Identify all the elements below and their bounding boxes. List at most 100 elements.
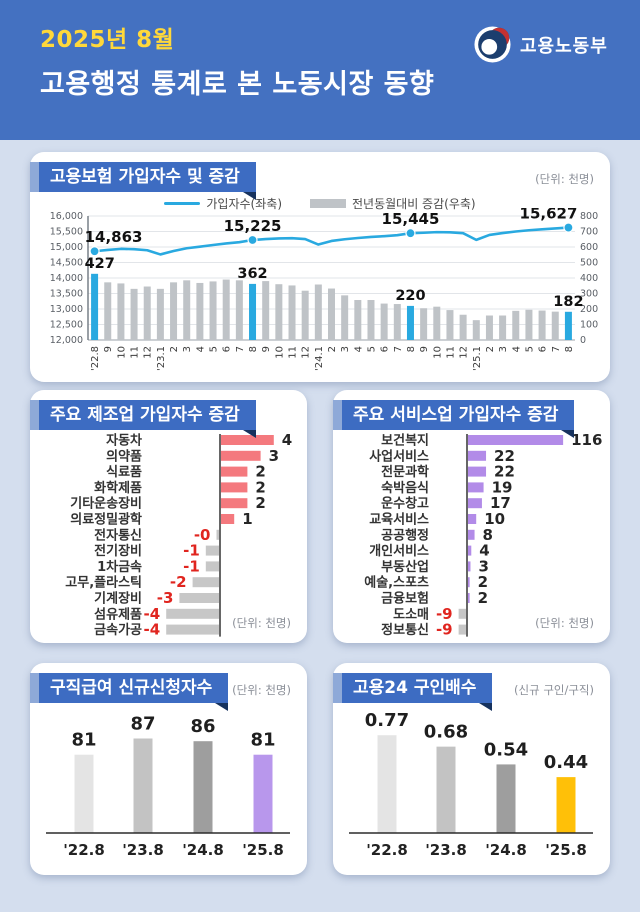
chart-text: 6 (222, 346, 233, 352)
insurance-subscribers-card: 고용보험 가입자수 및 증감 (단위: 천명) 가입자수(좌축) 전년동월대비 … (30, 152, 610, 382)
insurance-unit-note: (단위: 천명) (535, 172, 594, 186)
chart-text: 300 (580, 289, 598, 300)
chart-text: 전문과학 (381, 464, 429, 480)
chart-text: -4 (144, 621, 161, 639)
bars: 81 '22.8 87 '23.8 86 '24.8 81 '25.8 (63, 714, 284, 860)
benefit-vbar-svg: 81 '22.8 87 '23.8 86 '24.8 81 '25.8 (46, 714, 290, 860)
chart-text: '25.8 (242, 841, 284, 859)
moel-taegeuk-logo-icon (474, 26, 511, 63)
chart-text: 14,500 (50, 258, 83, 269)
legend-item-line: 가입자수(좌축) (164, 195, 282, 212)
chart-text: 2 (255, 478, 265, 496)
chart-text: 부동산업 (381, 559, 429, 575)
chart-text: 15,627 (520, 208, 578, 223)
chart-text: 10 (274, 346, 285, 359)
chart-text: -9 (436, 621, 453, 639)
chart-text: 200 (580, 304, 598, 315)
chart-text: 100 (580, 320, 598, 331)
chart-text: 15,445 (382, 210, 440, 228)
chart-text: 600 (580, 242, 598, 253)
insurance-chart: 12,000 12,500 13,000 13,500 14,000 14,500 15,0… (30, 205, 610, 382)
chart-text: '23.8 (122, 841, 164, 859)
chart-text: 7 (393, 346, 404, 352)
report-date: 2025년 8월 (40, 27, 175, 53)
chart-text: 12,000 (50, 335, 83, 346)
chart-text: 400 (580, 273, 598, 284)
chart-text: 전기장비 (94, 543, 142, 559)
chart-text: 14,863 (85, 228, 143, 246)
line-series (93, 226, 570, 256)
chart-text: 2 (478, 573, 488, 591)
agency-branding: 고용노동부 (474, 26, 608, 63)
chart-text: -3 (157, 589, 174, 607)
chart-text: 0.54 (484, 739, 528, 760)
chart-text: 1 (242, 510, 252, 528)
chart-text: 22 (494, 463, 515, 481)
bar-series-swatch (310, 199, 346, 208)
chart-text: 11 (445, 346, 456, 359)
chart-text: 500 (580, 258, 598, 269)
chart-text: 5 (366, 346, 377, 352)
ratio-unit-note: (신규 구인/구직) (514, 683, 594, 697)
chart-text: 6 (538, 346, 549, 352)
rows: 보건복지 116 사업서비스 22 전문과학 22 숙박음식 19 운수창고 17 교육서비스 10 공… (364, 431, 602, 639)
chart-text: 16,000 (50, 211, 83, 222)
chart-text: 15,500 (50, 227, 83, 238)
chart-text: -1 (183, 557, 200, 575)
ratio-card-title-badge: 고용24 구인배수 (333, 673, 493, 711)
page-title: 고용행정 통계로 본 노동시장 동향 (40, 69, 435, 100)
chart-text: 81 (71, 730, 96, 751)
chart-text: 3 (340, 346, 351, 352)
chart-text: 12 (143, 346, 154, 359)
chart-text: -1 (183, 542, 200, 560)
chart-text: 11 (130, 346, 141, 359)
chart-text: -2 (170, 573, 187, 591)
services-hbar-svg: 보건복지 116 사업서비스 22 전문과학 22 숙박음식 19 운수창고 17 교육서비스 10 공… (364, 431, 602, 639)
chart-text: 700 (580, 227, 598, 238)
chart-text: 116 (571, 432, 602, 449)
chart-text: 15,225 (224, 217, 282, 235)
rows: 자동차 4 의약품 3 식료품 2 화학제품 2 기타운송장비 2 의료정밀광학 1 전자통신 -0 전기장… (65, 431, 292, 639)
callout-labels: 14,863 427 15,225 362 15,445 220 15,627 182 (85, 205, 584, 310)
chart-text: 0.44 (544, 752, 588, 773)
chart-text: 2 (478, 589, 488, 607)
chart-text: 기타운송장비 (70, 496, 142, 512)
chart-text: 10 (432, 346, 443, 359)
insurance-card-title-badge: 고용보험 가입자수 및 증감 (30, 162, 256, 200)
chart-text: 숙박음식 (381, 480, 429, 496)
ratio-vbar-svg: 0.77 '22.8 0.68 '23.8 0.54 '24.8 0.44 '25.8 (349, 710, 593, 859)
line-series-swatch (164, 202, 201, 205)
chart-text: 12 (301, 346, 312, 359)
chart-text: 보건복지 (381, 433, 429, 449)
chart-text: 7 (235, 346, 246, 352)
chart-text: 6 (380, 346, 391, 352)
chart-text: 427 (85, 256, 115, 272)
chart-text: 예술,스포츠 (364, 575, 429, 591)
chart-text: 17 (490, 494, 511, 512)
chart-text: 8 (248, 346, 259, 352)
chart-text: -0 (194, 526, 211, 544)
insurance-legend: 가입자수(좌축) 전년동월대비 증감(우축) (30, 195, 610, 212)
chart-text: 0.77 (365, 710, 409, 731)
legend-bar-label: 전년동월대비 증감(우축) (352, 197, 476, 211)
page-header: 2025년 8월 고용행정 통계로 본 노동시장 동향 고용노동부 (0, 0, 640, 140)
chart-text: 화학제품 (94, 480, 142, 496)
benefit-chart: 81 '22.8 87 '23.8 86 '24.8 81 '25.8 (30, 693, 307, 875)
chart-text: '25.8 (545, 841, 587, 859)
chart-text: 고무,플라스틱 (65, 575, 142, 591)
chart-text: 182 (553, 294, 583, 310)
chart-text: 교육서비스 (369, 512, 429, 528)
chart-text: 8 (483, 526, 493, 544)
chart-text: 8 (406, 346, 417, 352)
chart-text: 금융보험 (381, 591, 429, 607)
benefit-claims-card: 구직급여 신규신청자수 (단위: 천명) 81 '22.8 87 '23.8 86 '24… (30, 663, 307, 875)
legend-item-bar: 전년동월대비 증감(우축) (310, 195, 476, 212)
chart-text: 0.68 (424, 722, 468, 743)
chart-text: 사업서비스 (369, 448, 429, 464)
chart-text: 19 (492, 478, 513, 496)
chart-text: 공공행정 (381, 527, 429, 543)
chart-text: 12 (459, 346, 470, 359)
services-chart: 보건복지 116 사업서비스 22 전문과학 22 숙박음식 19 운수창고 17 교육서비스 10 공… (333, 431, 604, 644)
chart-text: 2 (169, 346, 180, 352)
